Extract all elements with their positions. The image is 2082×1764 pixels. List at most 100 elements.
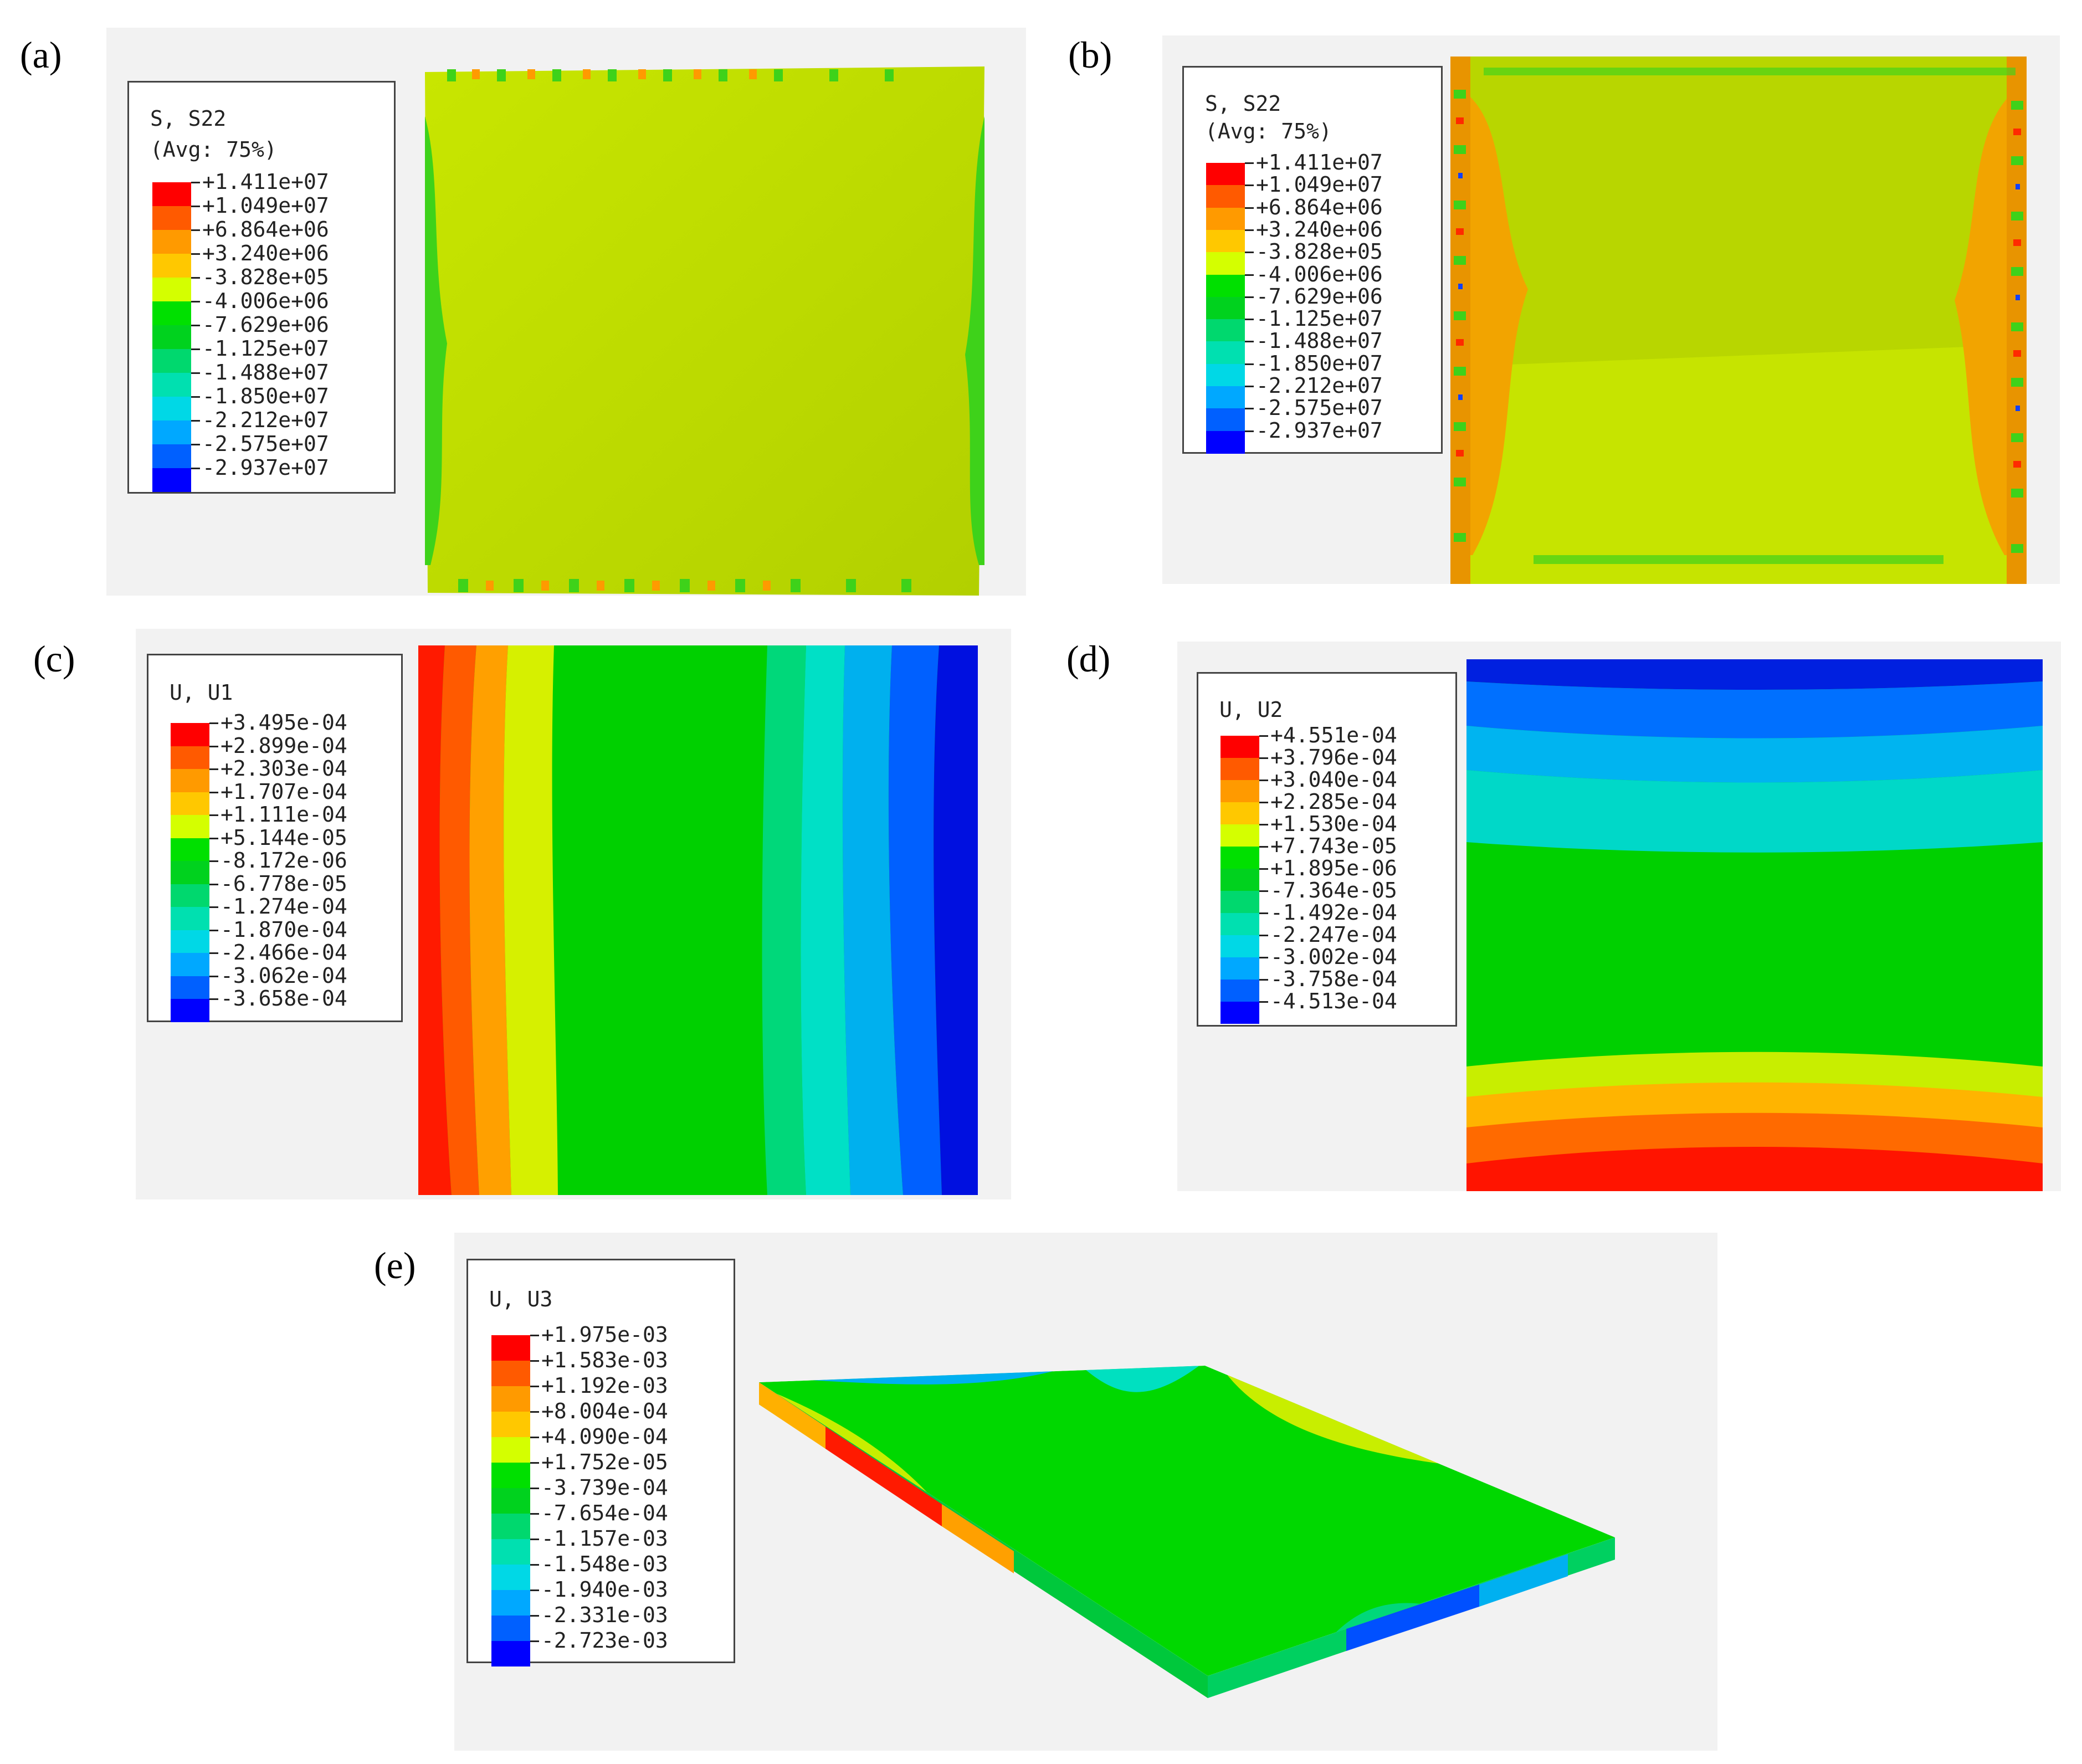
panel-a: S, S22 (Avg: 75%) +1.411e+07 +1.049e+07 +6…: [106, 28, 1026, 596]
legend-value: +3.240e+06: [1256, 217, 1383, 242]
legend-swatch: [171, 746, 209, 770]
legend-value: -2.937e+07: [202, 455, 329, 480]
legend-tick: [1259, 846, 1268, 848]
legend-value: +3.796e-04: [1270, 745, 1397, 770]
legend-swatch: [171, 815, 209, 838]
legend-tick: [209, 952, 218, 954]
legend-value: +1.895e-06: [1270, 856, 1397, 880]
legend-swatch: [1221, 891, 1259, 913]
legend-swatch: [1221, 758, 1259, 780]
legend-tick: [1245, 229, 1254, 231]
legend-tick: [530, 1589, 539, 1591]
legend-e: U, U3 +1.975e-03 +1.583e-03 +1.192e-03 +8.0…: [466, 1259, 735, 1666]
legend-swatch: [491, 1463, 530, 1488]
legend-tick: [209, 792, 218, 793]
legend-swatch: [491, 1488, 530, 1514]
legend-value: +1.411e+07: [202, 170, 329, 194]
legend-swatch: [491, 1539, 530, 1565]
legend-title: U, U2: [1219, 698, 1283, 722]
legend-tick: [1259, 802, 1268, 803]
legend-swatch: [1221, 847, 1259, 869]
legend-tick: [1259, 780, 1268, 781]
legend-tick: [1259, 912, 1268, 914]
legend-value: -1.870e-04: [220, 917, 347, 942]
legend-value: +7.743e-05: [1270, 834, 1397, 858]
legend-value: -1.274e-04: [220, 894, 347, 919]
legend-value: -1.157e-03: [541, 1526, 668, 1551]
legend-swatch: [1206, 297, 1245, 320]
legend-swatch: [171, 999, 209, 1022]
legend-value: -2.723e-03: [541, 1628, 668, 1653]
panel-d: U, U2 +4.551e-04 +3.796e-04 +3.040e-04 +2.2…: [1177, 642, 2061, 1191]
legend-swatch: [1206, 185, 1245, 208]
legend-swatch: [1221, 980, 1259, 1002]
legend-value: +1.049e+07: [202, 193, 329, 218]
legend-value: -2.575e+07: [202, 432, 329, 456]
legend-value: -3.062e-04: [220, 963, 347, 988]
legend-tick: [191, 468, 200, 469]
legend-swatch: [152, 254, 191, 278]
legend-swatch: [1221, 780, 1259, 802]
panel-d-label: (d): [1066, 638, 1111, 680]
legend-swatch: [1206, 431, 1245, 454]
legend-swatch: [1206, 230, 1245, 253]
legend-swatch: [152, 278, 191, 301]
legend-swatch: [1206, 208, 1245, 230]
legend-tick: [530, 1513, 539, 1515]
legend-title: S, S22: [1205, 91, 1281, 116]
legend-value: +6.864e+06: [202, 217, 329, 242]
legend-value: -3.002e-04: [1270, 945, 1397, 969]
legend-swatch: [152, 349, 191, 373]
legend-tick: [191, 182, 200, 183]
legend-swatch: [1221, 913, 1259, 935]
legend-value: -2.247e-04: [1270, 922, 1397, 947]
legend-value: -3.828e+05: [202, 265, 329, 289]
panel-a-label: (a): [20, 34, 62, 76]
legend-swatch: [491, 1514, 530, 1539]
legend-tick: [209, 722, 218, 724]
legend-tick: [209, 998, 218, 1000]
legend-swatch: [491, 1361, 530, 1386]
legend-tick: [209, 860, 218, 862]
legend-value: -3.828e+05: [1256, 239, 1383, 264]
legend-swatch: [152, 373, 191, 397]
legend-value: -2.466e-04: [220, 940, 347, 965]
legend-tick: [209, 838, 218, 839]
legend-value: -7.629e+06: [202, 312, 329, 337]
panel-c: U, U1 +3.495e-04 +2.899e-04 +2.303e-04 +1.7…: [136, 629, 1011, 1199]
legend-tick: [209, 906, 218, 908]
legend-swatch: [1221, 824, 1259, 847]
legend-value: +1.707e-04: [220, 780, 347, 804]
legend-value: +1.752e-05: [541, 1450, 668, 1474]
legend-swatch: [171, 769, 209, 792]
legend-value: -1.548e-03: [541, 1552, 668, 1576]
legend-value: -4.513e-04: [1270, 989, 1397, 1013]
contour-plot-d: [1466, 659, 2043, 1191]
legend-swatch: [491, 1386, 530, 1412]
legend-tick: [191, 206, 200, 207]
legend-tick: [1259, 824, 1268, 825]
legend-swatch: [152, 206, 191, 230]
legend-value: -7.654e-04: [541, 1501, 668, 1525]
legend-value: -3.739e-04: [541, 1475, 668, 1500]
legend-value: +4.090e-04: [541, 1424, 668, 1449]
contour-plot-e: [759, 1366, 1618, 1720]
legend-value: -7.364e-05: [1270, 878, 1397, 902]
legend-value: -2.212e+07: [1256, 373, 1383, 398]
legend-value: -2.212e+07: [202, 408, 329, 432]
legend-tick: [530, 1411, 539, 1413]
panel-b-label: (b): [1068, 34, 1112, 76]
legend-tick: [1245, 184, 1254, 186]
legend-value: -1.488e+07: [202, 360, 329, 384]
legend-tick: [209, 746, 218, 747]
legend-tick: [1245, 363, 1254, 365]
legend-value: -2.331e-03: [541, 1603, 668, 1627]
legend-tick: [191, 372, 200, 374]
legend-value: -3.758e-04: [1270, 967, 1397, 991]
legend-swatch: [152, 468, 191, 492]
legend-title: U, U3: [489, 1287, 553, 1311]
legend-tick: [191, 277, 200, 279]
legend-a: S, S22 (Avg: 75%) +1.411e+07 +1.049e+07 +6…: [127, 81, 396, 494]
legend-value: -4.006e+06: [1256, 262, 1383, 286]
legend-tick: [1245, 430, 1254, 432]
